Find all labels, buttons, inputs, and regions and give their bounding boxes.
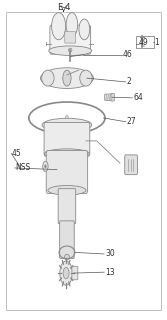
Ellipse shape bbox=[80, 70, 92, 86]
Text: 30: 30 bbox=[105, 250, 115, 259]
Circle shape bbox=[63, 70, 71, 86]
Bar bbox=[136, 36, 154, 48]
Circle shape bbox=[60, 261, 72, 285]
Text: NSS: NSS bbox=[15, 164, 30, 172]
Circle shape bbox=[45, 165, 46, 168]
Text: 27: 27 bbox=[127, 117, 136, 126]
Ellipse shape bbox=[40, 68, 94, 88]
Text: E-4: E-4 bbox=[57, 3, 70, 12]
Text: 45: 45 bbox=[12, 149, 21, 158]
Circle shape bbox=[66, 116, 68, 121]
Text: 1: 1 bbox=[154, 38, 159, 47]
Ellipse shape bbox=[64, 254, 69, 260]
FancyBboxPatch shape bbox=[46, 150, 88, 194]
FancyBboxPatch shape bbox=[65, 32, 76, 43]
FancyBboxPatch shape bbox=[111, 93, 114, 101]
Ellipse shape bbox=[42, 118, 92, 132]
Ellipse shape bbox=[66, 13, 78, 36]
FancyBboxPatch shape bbox=[60, 221, 74, 259]
Text: 13: 13 bbox=[105, 268, 115, 277]
FancyBboxPatch shape bbox=[44, 123, 90, 156]
Circle shape bbox=[43, 161, 48, 172]
Ellipse shape bbox=[49, 46, 92, 55]
Circle shape bbox=[63, 268, 69, 279]
Text: 2: 2 bbox=[127, 77, 131, 86]
Ellipse shape bbox=[45, 149, 89, 158]
Ellipse shape bbox=[69, 48, 72, 52]
Text: 46: 46 bbox=[122, 50, 132, 59]
Text: 64: 64 bbox=[133, 93, 143, 102]
FancyBboxPatch shape bbox=[125, 155, 137, 175]
Text: 49: 49 bbox=[139, 38, 149, 47]
Ellipse shape bbox=[52, 13, 66, 40]
Ellipse shape bbox=[42, 70, 54, 86]
FancyBboxPatch shape bbox=[58, 189, 76, 224]
FancyBboxPatch shape bbox=[50, 25, 91, 54]
Ellipse shape bbox=[48, 186, 86, 195]
Ellipse shape bbox=[79, 19, 90, 40]
FancyBboxPatch shape bbox=[105, 94, 112, 100]
FancyBboxPatch shape bbox=[72, 267, 78, 280]
